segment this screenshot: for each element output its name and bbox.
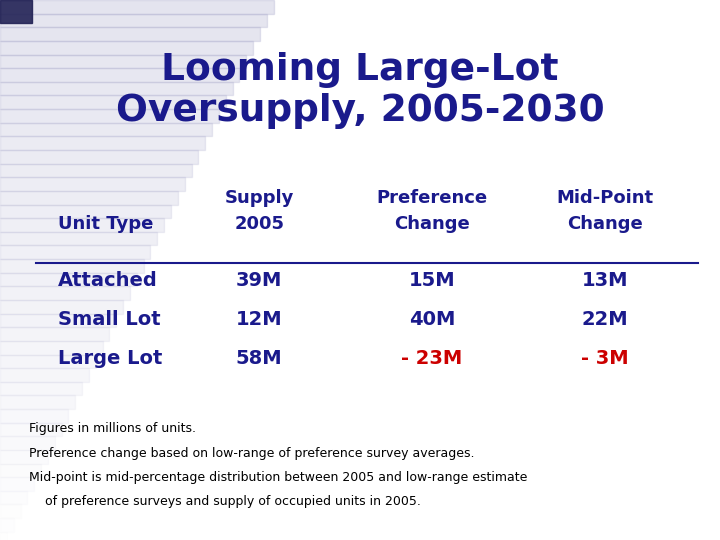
Bar [0,327,109,341]
Text: Attached: Attached [58,271,158,290]
Text: Change: Change [567,215,643,233]
Bar [0,96,226,109]
Text: 15M: 15M [409,271,455,290]
Bar [0,286,130,300]
Bar [0,504,20,518]
Bar [0,491,27,504]
Bar [0,314,117,327]
Bar [0,82,233,96]
Bar [0,409,68,423]
Bar [0,150,198,164]
Text: 22M: 22M [582,310,628,329]
Bar [0,55,246,68]
Text: Preference change based on low-range of preference survey averages.: Preference change based on low-range of … [29,447,474,460]
Bar [0,245,150,259]
Bar [0,164,192,177]
Text: Looming Large-Lot
Oversupply, 2005-2030: Looming Large-Lot Oversupply, 2005-2030 [116,52,604,130]
Bar [0,109,219,123]
Text: 40M: 40M [409,310,455,329]
Bar [0,191,178,205]
Text: - 23M: - 23M [401,349,463,368]
Bar [0,14,266,27]
Text: 2005: 2005 [234,215,284,233]
Text: Figures in millions of units.: Figures in millions of units. [29,422,196,435]
Bar [0,0,32,23]
Bar [0,177,184,191]
Text: 58M: 58M [236,349,282,368]
Text: Mid-point is mid-percentage distribution between 2005 and low-range estimate: Mid-point is mid-percentage distribution… [29,471,527,484]
Text: of preference surveys and supply of occupied units in 2005.: of preference surveys and supply of occu… [29,495,420,508]
Bar [0,259,144,273]
Bar [0,68,239,82]
Text: 39M: 39M [236,271,282,290]
Text: Change: Change [394,215,470,233]
Text: Small Lot: Small Lot [58,310,161,329]
Bar [0,123,212,136]
Text: 13M: 13M [582,271,628,290]
Text: Large Lot: Large Lot [58,349,162,368]
Bar [0,423,62,436]
Bar [0,218,164,232]
Text: Preference: Preference [377,189,487,207]
Bar [0,341,103,354]
Text: Unit Type: Unit Type [58,215,153,233]
Bar [0,0,274,14]
Bar [0,300,123,314]
Bar [0,518,14,532]
Bar [0,27,260,41]
Text: - 3M: - 3M [581,349,629,368]
Bar [0,450,48,463]
Bar [0,41,253,55]
Bar [0,354,96,368]
Bar [0,436,55,450]
Bar [0,273,137,286]
Bar [0,368,89,382]
Bar [0,205,171,218]
Text: Supply: Supply [225,189,294,207]
Bar [0,395,76,409]
Text: 12M: 12M [236,310,282,329]
Bar [0,232,157,245]
Bar [0,463,41,477]
Bar [0,477,35,491]
Bar [0,532,7,540]
Bar [0,382,82,395]
Bar [0,136,205,150]
Text: Mid-Point: Mid-Point [557,189,653,207]
